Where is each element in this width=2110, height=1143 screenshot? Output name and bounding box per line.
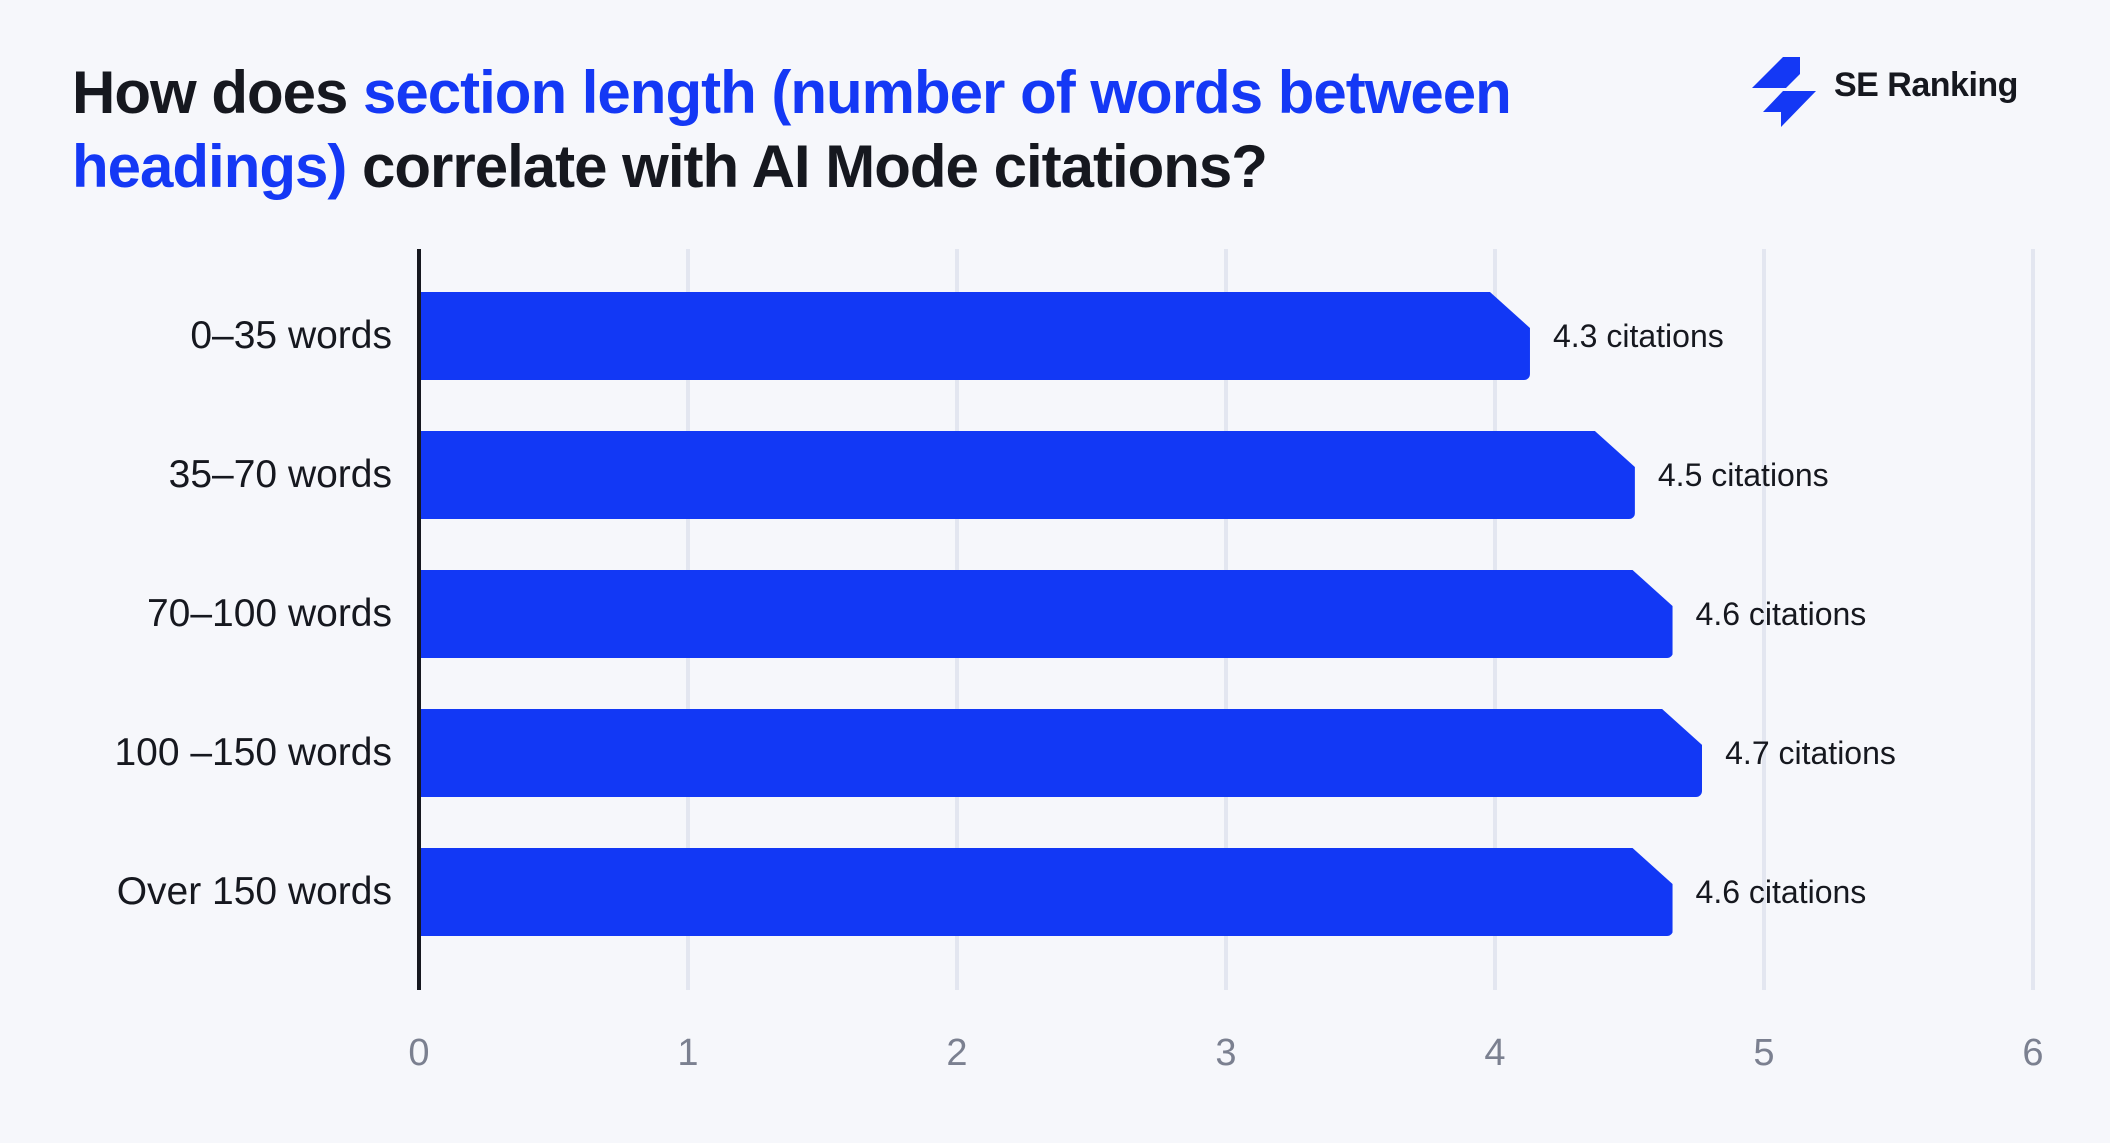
value-label: 4.7 citations	[1725, 735, 1896, 771]
title-highlight: section length (number of words between	[363, 59, 1512, 126]
gridline	[2031, 249, 2035, 990]
x-tick-label: 6	[2022, 1032, 2044, 1074]
x-tick-label: 2	[946, 1032, 968, 1074]
x-tick-label: 4	[1484, 1032, 1506, 1074]
title-part: correlate with AI Mode citations?	[346, 133, 1268, 200]
bar[interactable]	[421, 431, 1635, 519]
bar[interactable]	[421, 570, 1673, 658]
bar[interactable]	[421, 709, 1703, 797]
title-part: How does	[72, 59, 364, 126]
category-label: 0–35 words	[190, 314, 392, 357]
value-label: 4.3 citations	[1552, 318, 1724, 354]
value-label: 4.6 citations	[1695, 596, 1867, 632]
chart-title: How does section length (number of words…	[72, 56, 1512, 204]
x-tick-label: 1	[677, 1032, 699, 1074]
title-line-1: How does section length (number of words…	[72, 56, 1512, 130]
title-line-2: headings) correlate with AI Mode citatio…	[72, 130, 1511, 204]
x-tick-label: 5	[1753, 1032, 1775, 1074]
category-label: 70–100 words	[146, 592, 392, 635]
y-axis-line	[417, 249, 421, 990]
bar[interactable]	[421, 848, 1673, 936]
bar[interactable]	[421, 292, 1530, 380]
logo-text: SE Ranking	[1834, 66, 2018, 104]
x-tick-label: 3	[1215, 1032, 1237, 1074]
value-label: 4.6 citations	[1695, 874, 1867, 910]
gridline	[1762, 249, 1766, 990]
se-ranking-logo: SE Ranking	[1750, 55, 2050, 130]
x-tick-label: 0	[408, 1032, 430, 1074]
se-ranking-bolt-icon	[1752, 57, 1816, 127]
title-highlight: headings)	[72, 133, 347, 200]
category-label: Over 150 words	[116, 870, 392, 913]
value-label: 4.5 citations	[1657, 457, 1829, 493]
category-label: 100 –150 words	[114, 731, 392, 774]
category-label: 35–70 words	[168, 453, 392, 496]
